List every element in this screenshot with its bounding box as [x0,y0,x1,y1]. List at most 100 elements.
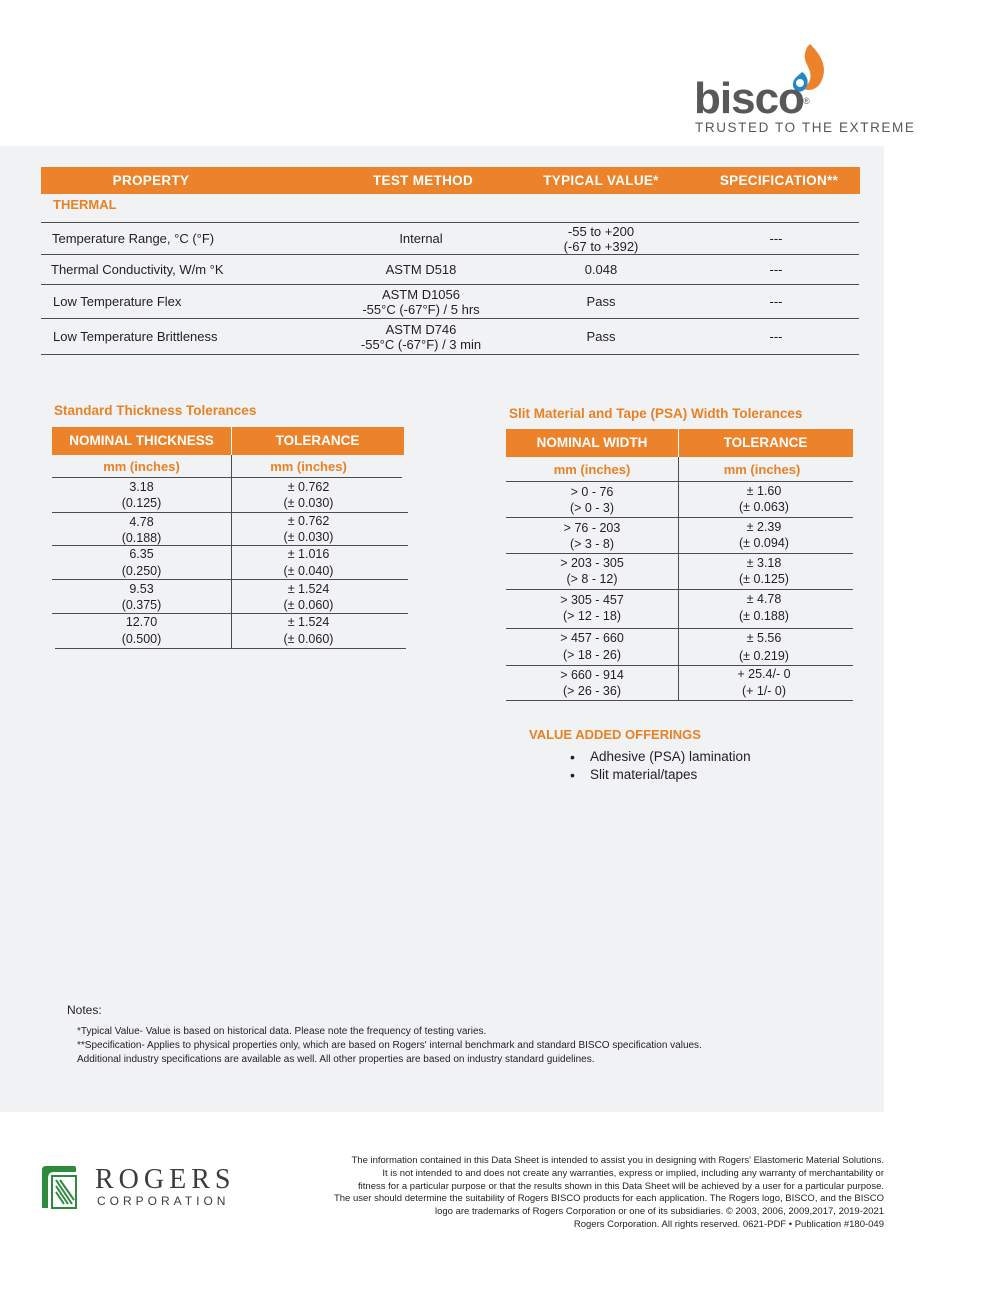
list-item: ± 2.39 (± 0.094) [739,520,789,550]
row-rule [506,589,853,590]
list-item: ± 4.78 (± 0.188) [739,592,789,623]
column-divider [231,455,232,648]
row-rule [506,553,853,554]
table-row: Low Temperature Brittleness ASTM D746 -55… [41,318,859,354]
row-rule [52,512,408,513]
notes-label: Notes: [67,1003,102,1017]
thickness-unit-tolerance: mm (inches) [270,459,347,474]
list-item: 3.18 (0.125) [121,480,162,510]
row-rule [506,481,853,482]
row-rule [52,613,408,614]
list-item: 4.78 (0.188) [121,515,162,545]
row-method: ASTM D746 -55°C (-67°F) / 3 min [360,321,482,352]
row-rule [506,700,853,701]
row-spec: --- [769,262,783,277]
row-property: Low Temperature Flex [53,294,182,309]
bisco-logo: bisco ® TRUSTED TO THE EXTREME [690,40,914,140]
row-spec: --- [769,231,783,246]
disclaimer-line: logo are trademarks of Rogers Corporatio… [434,1206,884,1218]
value-added-title: VALUE ADDED OFFERINGS [529,727,701,742]
row-method: Internal [399,231,443,246]
thickness-unit-nominal: mm (inches) [103,459,180,474]
list-item: ± 0.762 (± 0.030) [283,480,334,510]
list-item: > 203 - 305 (> 8 - 12) [560,556,624,586]
rogers-subtitle: CORPORATION [97,1194,230,1208]
property-table-header: PROPERTY TEST METHOD TYPICAL VALUE* SPEC… [41,167,860,194]
list-item: 6.35 (0.250) [121,547,162,578]
flame-icon [792,44,824,92]
list-item: Slit material/tapes [570,766,751,784]
value-added-list: Adhesive (PSA) lamination Slit material/… [570,748,751,784]
header-divider [678,429,679,457]
rogers-mark-icon [42,1166,77,1209]
row-value: Pass [586,329,616,344]
list-item: ± 0.762 (± 0.030) [283,514,334,544]
logo-tagline: TRUSTED TO THE EXTREME [695,120,916,135]
row-rule [506,517,853,518]
row-value: 0.048 [584,262,618,277]
content-panel [0,146,884,1112]
row-rule [506,665,853,666]
thickness-header-tolerance: TOLERANCE [231,427,404,455]
rogers-wordmark: ROGERS [95,1164,236,1195]
list-item: + 25.4/- 0 (+ 1/- 0) [737,667,791,698]
width-table-title: Slit Material and Tape (PSA) Width Toler… [509,406,803,421]
header-property: PROPERTY [112,173,190,188]
row-value: Pass [586,294,616,309]
list-item: > 0 - 76 (> 0 - 3) [569,485,615,515]
header-typical-value: TYPICAL VALUE* [543,173,659,188]
list-item: ± 5.56 (± 0.219) [739,631,789,663]
row-spec: --- [769,294,783,309]
disclaimer-line: Rogers Corporation. All rights reserved.… [573,1218,884,1230]
note-line: *Typical Value- Value is based on histor… [77,1026,487,1037]
note-line: **Specification- Applies to physical pro… [77,1040,702,1051]
list-item: ± 3.18 (± 0.125) [739,556,789,586]
width-unit-nominal: mm (inches) [553,462,631,477]
table-row: Thermal Conductivity, W/m °K ASTM D518 0… [41,254,859,284]
section-thermal: THERMAL [53,197,117,212]
list-item: ± 1.524 (± 0.060) [283,582,334,612]
width-header-tolerance: TOLERANCE [678,429,853,457]
disclaimer-line: fitness for a particular purpose or that… [358,1180,884,1192]
thickness-header-nominal: NOMINAL THICKNESS [52,427,231,455]
table-bottom-rule [41,354,859,355]
notes-text: *Typical Value- Value is based on histor… [77,1025,702,1067]
column-divider [678,457,679,700]
list-item: ± 1.60 (± 0.063) [739,484,789,514]
row-method: ASTM D518 [385,262,457,277]
table-row: Temperature Range, °C (°F) Internal -55 … [41,222,859,254]
list-item: > 305 - 457 (> 12 - 18) [560,593,624,623]
list-item: > 76 - 203 (> 3 - 8) [563,521,621,551]
row-rule [52,579,408,580]
row-value: -55 to +200 (-67 to +392) [563,223,639,254]
width-header-nominal: NOMINAL WIDTH [506,429,678,457]
list-item: > 457 - 660 (> 18 - 26) [560,631,624,662]
header-test-method: TEST METHOD [372,173,474,188]
row-property: Low Temperature Brittleness [53,329,218,344]
legal-disclaimer: The information contained in this Data S… [284,1155,884,1232]
list-item: Adhesive (PSA) lamination [570,748,751,766]
row-rule [52,477,402,478]
list-item: ± 1.524 (± 0.060) [283,615,334,646]
logo-wordmark: bisco [694,74,805,123]
list-item: 12.70 (0.500) [121,615,162,646]
note-line: Additional industry specifications are a… [77,1054,595,1065]
header-specification: SPECIFICATION** [719,173,839,188]
row-rule [506,628,853,629]
row-rule [52,545,408,546]
list-item: > 660 - 914 (> 26 - 36) [560,668,624,698]
header-divider [231,427,232,455]
thickness-table-title: Standard Thickness Tolerances [54,403,257,418]
disclaimer-line: It is not intended to and does not creat… [382,1167,884,1179]
rogers-logo: ROGERS CORPORATION [40,1160,260,1220]
list-item: 9.53 (0.375) [121,582,162,612]
row-property: Thermal Conductivity, W/m °K [51,262,224,277]
row-property: Temperature Range, °C (°F) [52,231,215,246]
row-spec: --- [769,329,783,344]
registered-mark: ® [803,96,810,106]
table-row: Low Temperature Flex ASTM D1056 -55°C (-6… [41,284,859,318]
disclaimer-line: The information contained in this Data S… [351,1155,884,1166]
list-item: ± 1.016 (± 0.040) [283,547,334,578]
row-rule [55,648,406,649]
